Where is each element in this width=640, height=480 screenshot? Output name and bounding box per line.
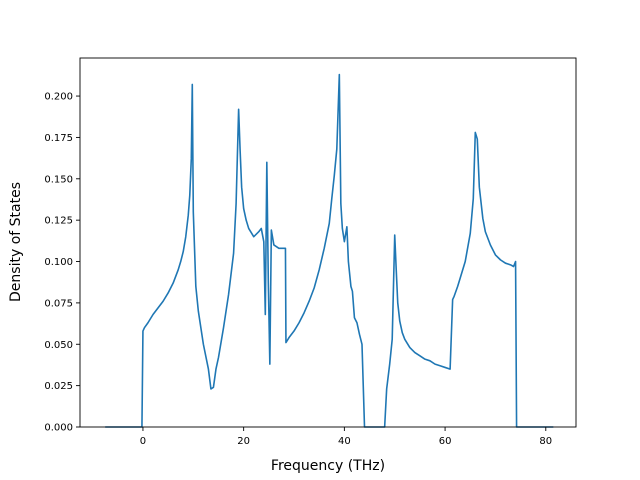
x-tick-label: 0 [140,436,146,447]
y-tick-label: 0.200 [44,92,73,103]
x-axis-ticks: 0 20 40 60 80 [140,427,552,447]
x-axis-label: Frequency (THz) [271,458,385,474]
dos-series-line-0 [105,73,554,428]
y-axis-label: Density of States [8,182,24,302]
y-tick-label: 0.075 [44,298,73,309]
y-tick-label: 0.000 [44,423,73,434]
y-tick-label: 0.125 [44,216,73,227]
y-tick-label: 0.025 [44,381,73,392]
x-tick-label: 20 [237,436,250,447]
y-tick-label: 0.175 [44,133,73,144]
x-tick-label: 60 [439,436,452,447]
y-tick-label: 0.150 [44,174,73,185]
y-tick-label: 0.050 [44,340,73,351]
x-tick-label: 40 [338,436,351,447]
y-tick-label: 0.100 [44,257,73,268]
y-axis-ticks: 0.000 0.025 0.050 0.075 0.100 0.125 0.150 0.175… [44,92,80,434]
plot-frame [79,57,577,428]
plot-area [79,57,577,428]
x-tick-label: 80 [539,436,552,447]
